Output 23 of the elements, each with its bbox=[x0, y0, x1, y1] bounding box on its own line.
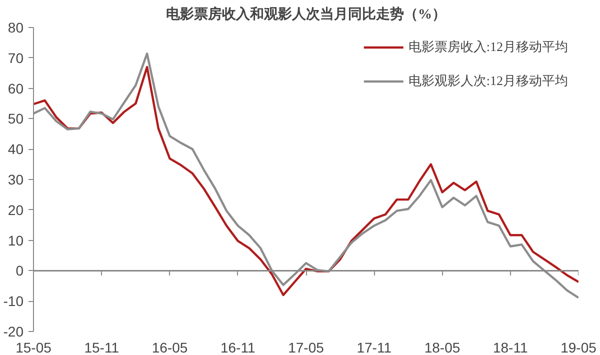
y-tick-label: 50 bbox=[8, 110, 24, 127]
chart-title: 电影票房收入和观影人次当月同比走势（%） bbox=[166, 6, 446, 22]
y-tick-label: 80 bbox=[8, 20, 24, 36]
x-tick-label: 15-05 bbox=[16, 340, 52, 355]
x-tick-label: 18-05 bbox=[424, 340, 460, 355]
y-tick-label: 40 bbox=[8, 141, 24, 158]
x-tick-label: 15-11 bbox=[84, 340, 120, 355]
legend-label: 电影观影人次:12月移动平均 bbox=[408, 72, 568, 90]
y-tick-label: 20 bbox=[8, 202, 24, 218]
y-tick-label: 0 bbox=[16, 262, 24, 279]
x-tick-label: 17-11 bbox=[356, 340, 392, 355]
x-tick-label: 18-11 bbox=[492, 340, 528, 355]
x-tick-label: 16-05 bbox=[152, 340, 188, 355]
y-tick-label: 70 bbox=[8, 50, 24, 66]
y-tick-label: -10 bbox=[3, 293, 24, 310]
y-tick-label: 30 bbox=[8, 172, 24, 188]
x-tick-label: 17-05 bbox=[288, 340, 324, 355]
x-tick-label: 19-05 bbox=[560, 340, 597, 355]
y-tick-label: 60 bbox=[8, 80, 24, 96]
legend-label: 电影票房收入:12月移动平均 bbox=[408, 38, 568, 56]
y-tick-label: -20 bbox=[3, 324, 24, 340]
x-tick-label: 16-11 bbox=[220, 340, 256, 355]
y-tick-label: 10 bbox=[8, 232, 24, 248]
